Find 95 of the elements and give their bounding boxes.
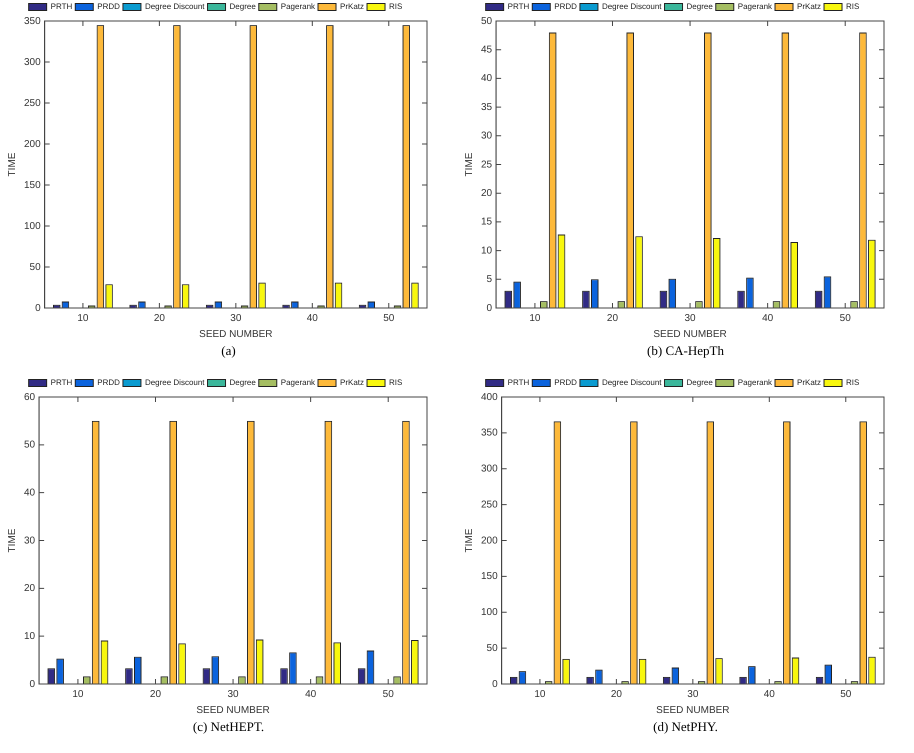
- legend-label: PrKatz: [797, 378, 822, 388]
- y-axis-title: TIME: [464, 152, 475, 176]
- legend-label: Degree: [230, 378, 256, 388]
- y-tick-label: 250: [480, 499, 498, 510]
- y-tick-label: 0: [30, 678, 36, 690]
- legend-label: Degree Discount: [602, 2, 662, 12]
- y-tick-label: 10: [481, 245, 493, 256]
- legend-label: Pagerank: [280, 2, 316, 12]
- y-tick-label: 60: [24, 392, 36, 403]
- x-tick-label: 20: [154, 312, 166, 324]
- y-tick-label: 50: [24, 440, 36, 451]
- y-tick-label: 25: [481, 159, 493, 170]
- x-tick-label: 30: [687, 688, 699, 700]
- y-tick-label: 20: [481, 188, 493, 199]
- legend-label: RIS: [389, 378, 402, 388]
- y-tick-label: 200: [24, 138, 42, 150]
- legend-label: Degree: [686, 378, 714, 388]
- x-tick-label: 20: [150, 688, 162, 700]
- y-tick-label: 250: [24, 98, 42, 109]
- legend-label: PRDD: [97, 2, 120, 12]
- y-tick-label: 400: [480, 392, 498, 403]
- text: (b) CA-HepTh: [646, 342, 725, 360]
- legend-label: RIS: [846, 378, 860, 388]
- legend-label: Pagerank: [738, 378, 774, 388]
- legend-label: PrKatz: [340, 2, 364, 12]
- y-tick-label: 300: [480, 464, 498, 474]
- legend-label: Degree Discount: [602, 378, 662, 388]
- x-tick-label: 20: [606, 312, 618, 324]
- y-tick-label: 350: [480, 428, 498, 439]
- x-axis-title: SEED NUMBER: [199, 328, 273, 340]
- y-tick-label: 100: [24, 220, 42, 232]
- x-tick-label: 50: [840, 312, 852, 324]
- y-axis-title: TIME: [464, 528, 475, 552]
- y-axis-title: TIME: [6, 528, 18, 552]
- x-tick-label: 50: [840, 688, 852, 700]
- x-axis-title: SEED NUMBER: [196, 704, 270, 716]
- legend-label: PRDD: [97, 378, 120, 388]
- legend-label: RIS: [389, 2, 402, 12]
- y-tick-label: 300: [24, 56, 42, 68]
- y-tick-label: 150: [24, 180, 42, 191]
- x-tick-label: 10: [534, 688, 546, 700]
- x-axis-title: SEED NUMBER: [653, 328, 727, 340]
- y-tick-label: 50: [486, 642, 498, 654]
- legend-label: Degree Discount: [144, 2, 206, 12]
- legend-label: RIS: [846, 2, 860, 12]
- legend-label: PRTH: [508, 378, 530, 388]
- y-tick-label: 200: [480, 535, 498, 546]
- legend-label: PrKatz: [340, 378, 364, 388]
- x-tick-label: 10: [72, 688, 84, 700]
- x-tick-label: 30: [228, 688, 240, 700]
- legend-label: Degree: [230, 2, 256, 12]
- x-axis-title: SEED NUMBER: [656, 704, 730, 716]
- y-tick-label: 0: [35, 302, 42, 314]
- legend-label: PRTH: [508, 2, 530, 12]
- y-tick-label: 15: [481, 216, 493, 228]
- x-tick-label: 40: [762, 312, 774, 324]
- legend-label: PrKatz: [797, 2, 822, 12]
- legend-label: Pagerank: [280, 378, 316, 388]
- y-axis-title: TIME: [6, 152, 18, 176]
- x-tick-label: 30: [684, 312, 696, 324]
- y-tick-label: 0: [492, 678, 498, 690]
- legend-label: Degree Discount: [144, 378, 206, 388]
- y-tick-label: 20: [24, 583, 36, 594]
- y-tick-label: 30: [24, 535, 36, 546]
- y-tick-label: 30: [481, 130, 493, 142]
- y-tick-label: 50: [30, 262, 42, 273]
- text: (a): [220, 342, 237, 360]
- legend-label: Pagerank: [738, 2, 774, 12]
- x-tick-label: 10: [77, 312, 89, 324]
- x-tick-label: 40: [305, 688, 317, 700]
- y-tick-label: 0: [486, 302, 493, 314]
- y-tick-label: 40: [481, 73, 493, 84]
- y-tick-label: 350: [24, 16, 42, 27]
- y-tick-label: 5: [486, 274, 493, 286]
- legend-label: Degree: [686, 2, 714, 12]
- legend-label: PRTH: [50, 2, 72, 12]
- x-tick-label: 20: [610, 688, 622, 700]
- text: (d) NetPHY.: [652, 718, 719, 736]
- y-tick-label: 150: [480, 571, 498, 582]
- y-tick-label: 45: [481, 44, 493, 56]
- x-tick-label: 40: [306, 312, 318, 324]
- legend-label: PRDD: [554, 378, 578, 388]
- y-tick-label: 50: [481, 16, 493, 27]
- y-tick-label: 100: [480, 607, 498, 618]
- legend-label: PRDD: [554, 2, 578, 12]
- x-tick-label: 50: [382, 688, 394, 700]
- y-tick-label: 35: [481, 102, 493, 113]
- x-tick-label: 10: [529, 312, 541, 324]
- y-tick-label: 40: [24, 487, 36, 498]
- text: (c) NetHEPT.: [192, 718, 266, 736]
- legend-label: PRTH: [50, 378, 72, 388]
- x-tick-label: 30: [230, 312, 242, 324]
- y-tick-label: 10: [24, 630, 36, 642]
- x-tick-label: 40: [764, 688, 776, 700]
- x-tick-label: 50: [383, 312, 395, 324]
